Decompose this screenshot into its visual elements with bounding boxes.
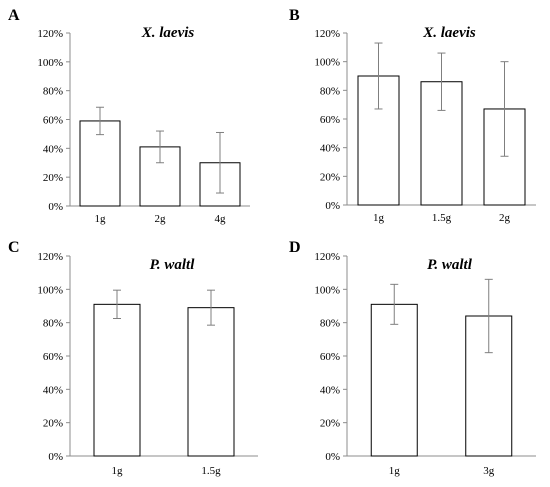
panel-label: C [8, 239, 20, 256]
bar [370, 303, 418, 457]
x-tick-label: 1.5g [201, 465, 221, 477]
panel-label: A [8, 7, 20, 24]
y-tick-label: 0% [325, 200, 340, 212]
y-tick-label: 40% [43, 143, 63, 155]
x-tick-label: 1.5g [432, 212, 452, 224]
y-tick-label: 0% [48, 451, 63, 463]
y-tick-label: 60% [320, 351, 340, 363]
y-tick-label: 120% [37, 251, 63, 263]
y-tick-label: 20% [43, 172, 63, 184]
y-tick-label: 80% [320, 318, 340, 330]
y-tick-label: 80% [320, 85, 340, 97]
y-tick-label: 120% [37, 28, 63, 40]
y-tick-label: 100% [37, 57, 63, 69]
y-tick-label: 120% [314, 28, 340, 40]
bar [187, 307, 235, 457]
y-tick-label: 60% [43, 115, 63, 127]
panel-c: C 0% 20% 40% 60% 80% 100% 120% 1g 1.5g P. waltl [8, 239, 258, 477]
y-tick-label: 120% [314, 251, 340, 263]
y-tick-label: 20% [320, 171, 340, 183]
x-tick-label: 3g [483, 465, 495, 477]
y-tick-label: 80% [43, 86, 63, 98]
y-tick-label: 80% [43, 318, 63, 330]
chart-title: X. laevis [422, 25, 476, 41]
y-tick-label: 60% [320, 114, 340, 126]
x-tick-label: 1g [373, 212, 385, 224]
chart-title: P. waltl [427, 257, 473, 273]
x-tick-label: 2g [499, 212, 511, 224]
x-tick-label: 1g [95, 213, 107, 225]
x-tick-label: 4g [215, 213, 227, 225]
bar [93, 303, 141, 457]
x-tick-label: 2g [155, 213, 167, 225]
panel-a: A 0% 20% 40% 60% 80% 100% 120% 1g 2g 4g X. laevis [8, 7, 250, 225]
y-tick-label: 100% [314, 57, 340, 69]
y-tick-label: 60% [43, 351, 63, 363]
y-tick-label: 0% [48, 201, 63, 213]
y-tick-label: 40% [43, 384, 63, 396]
panel-b: B 0% 20% 40% 60% 80% 100% 120% 1g 1.5g 2g X. laevis [289, 7, 536, 224]
y-tick-label: 40% [320, 143, 340, 155]
panel-label: D [289, 239, 301, 256]
panel-label: B [289, 7, 300, 24]
y-tick-label: 20% [43, 418, 63, 430]
y-tick-label: 100% [314, 284, 340, 296]
x-tick-label: 1g [389, 465, 401, 477]
y-tick-label: 0% [325, 451, 340, 463]
y-tick-label: 40% [320, 384, 340, 396]
y-tick-label: 20% [320, 418, 340, 430]
x-tick-label: 1g [112, 465, 124, 477]
chart-title: P. waltl [150, 257, 196, 273]
y-tick-label: 100% [37, 284, 63, 296]
chart-title: X. laevis [141, 25, 195, 41]
panel-d: D 0% 20% 40% 60% 80% 100% 120% 1g 3g P. waltl [289, 239, 536, 477]
